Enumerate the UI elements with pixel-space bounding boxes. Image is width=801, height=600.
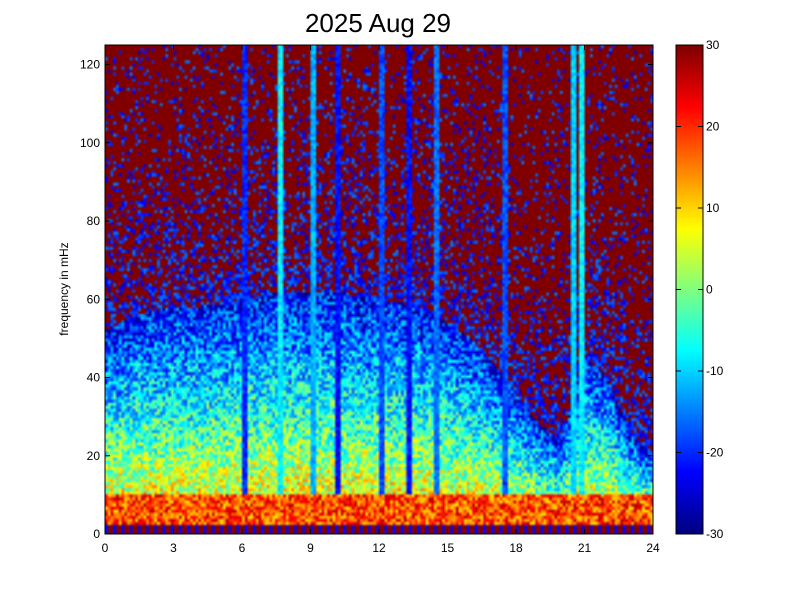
colorbar-tick-label: 10 (706, 201, 720, 215)
plot-area (104, 44, 654, 535)
y-tick-label: 60 (87, 292, 101, 306)
x-axis: 0 3 6 9 12 15 18 21 24 (102, 45, 660, 555)
y-tick-label: 80 (87, 214, 101, 228)
colorbar-tick-label: 20 (706, 120, 720, 134)
x-tick-label: 9 (307, 541, 314, 555)
x-tick-label: 3 (170, 541, 177, 555)
chart-title: 2025 Aug 29 (305, 8, 451, 38)
y-tick-label: 40 (87, 371, 101, 385)
x-tick-label: 12 (372, 541, 386, 555)
x-tick-label: 6 (239, 541, 246, 555)
colorbar-tick-label: -20 (706, 446, 724, 460)
colorbar-tick-label: 0 (706, 283, 713, 297)
x-tick-label: 21 (578, 541, 592, 555)
y-tick-label: 20 (87, 449, 101, 463)
y-tick-label: 0 (93, 527, 100, 541)
y-tick-label: 120 (80, 58, 100, 72)
colorbar-tick-label: 30 (706, 38, 720, 52)
heatmap-image (105, 45, 653, 534)
y-axis-title: frequency in mHz (57, 242, 71, 335)
x-tick-label: 0 (102, 541, 109, 555)
y-axis: 0 20 40 60 80 100 120 (80, 58, 653, 541)
colorbar-tick-label: -10 (706, 364, 724, 378)
x-tick-label: 15 (441, 541, 455, 555)
colorbar-tick-label: -30 (706, 527, 724, 541)
x-tick-label: 24 (646, 541, 660, 555)
colorbar-axis: -30 -20 -10 0 10 20 30 (676, 38, 724, 541)
x-tick-label: 18 (509, 541, 523, 555)
y-tick-label: 100 (80, 136, 100, 150)
